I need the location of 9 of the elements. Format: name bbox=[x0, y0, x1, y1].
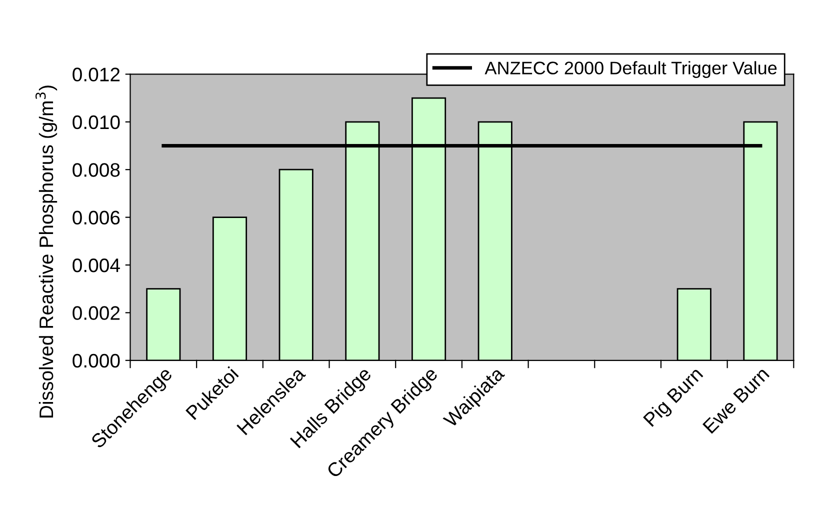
y-tick-label: 0.006 bbox=[72, 210, 120, 225]
y-tick-label: 0.010 bbox=[72, 115, 120, 130]
y-tick-label: 0.012 bbox=[72, 68, 120, 82]
y-axis-title: Dissolved Reactive Phosphorus (g/m$^{3}$) bbox=[35, 86, 58, 418]
y-tick-label: 0.008 bbox=[72, 163, 120, 177]
y-tick-label: 0.002 bbox=[72, 306, 120, 320]
y-tick-label: 0.000 bbox=[72, 354, 120, 368]
legend-label: ANZECC 2000 Default Trigger Value bbox=[484, 61, 777, 78]
y-tick-label: 0.004 bbox=[72, 258, 120, 272]
